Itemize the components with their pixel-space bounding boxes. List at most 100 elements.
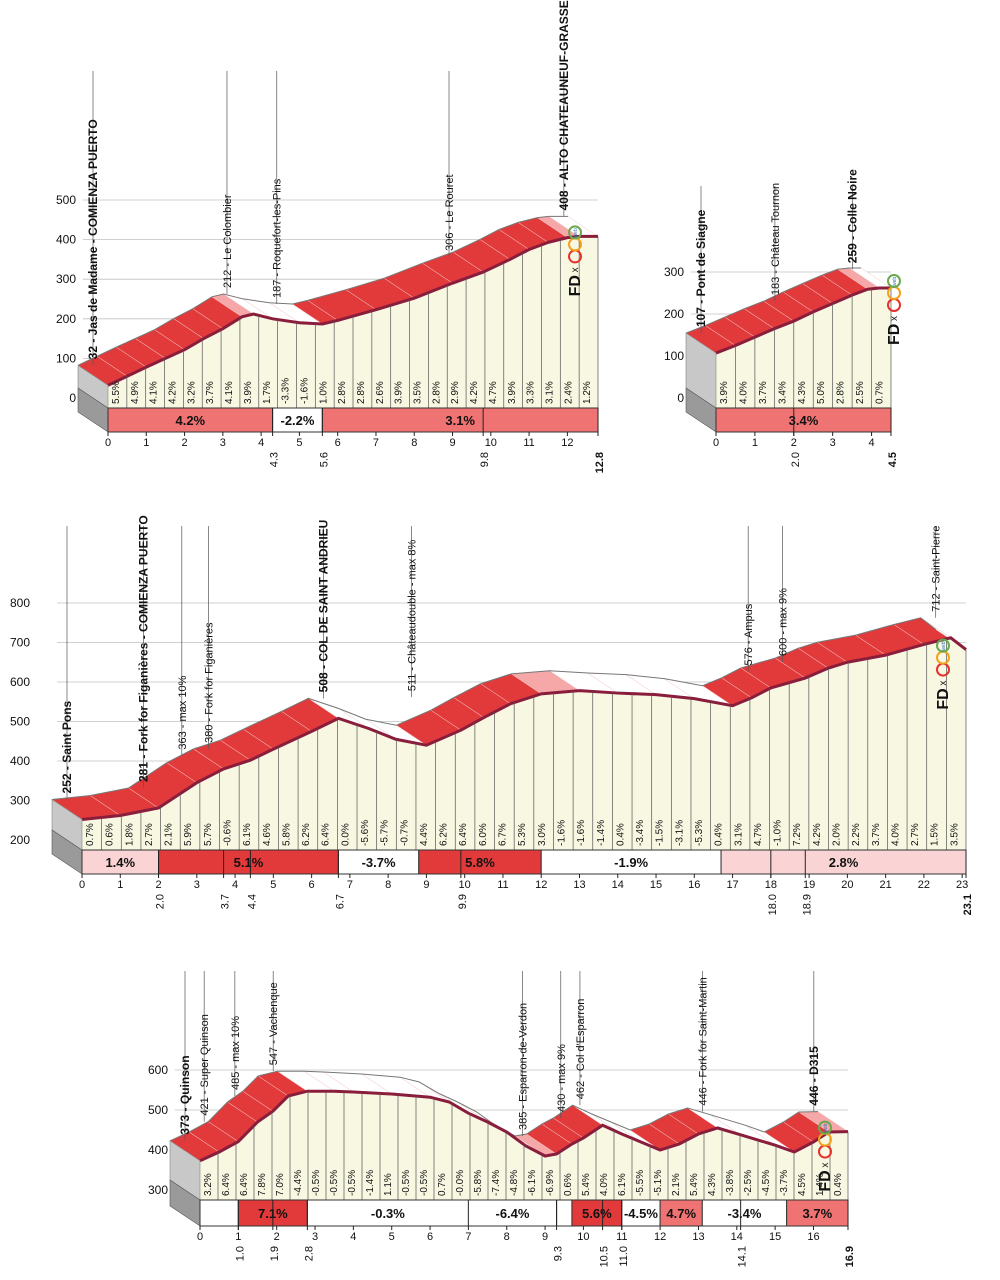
section-gradient-label: 3.1% bbox=[445, 413, 475, 428]
km-tick-label: 4 bbox=[258, 437, 264, 449]
km-gradient-label: 2.7% bbox=[910, 823, 921, 846]
km-gradient-label: -6.1% bbox=[527, 1170, 538, 1196]
km-gradient-label: 2.8% bbox=[431, 381, 442, 404]
km-gradient-label: 2.2% bbox=[851, 823, 862, 846]
km-gradient-label: -6.9% bbox=[545, 1170, 556, 1196]
km-tick-label: 20 bbox=[841, 879, 853, 891]
waypoint-label: 212 - Le Colombier bbox=[222, 194, 234, 288]
section-gradient-label: -3.7% bbox=[362, 855, 396, 870]
section-gradient-label: 5.1% bbox=[234, 855, 264, 870]
km-tick-label: 7 bbox=[373, 437, 379, 449]
section-bar bbox=[321, 407, 599, 433]
km-gradient-label: -5.6% bbox=[360, 820, 371, 846]
km-gradient-label: -1.5% bbox=[655, 820, 666, 846]
km-gradient-label: 4.2% bbox=[812, 823, 823, 846]
section-gradient-label: -0.3% bbox=[371, 1206, 405, 1221]
waypoint-label: 373 - Quinson bbox=[178, 1055, 192, 1134]
km-marker-label: 9.8 bbox=[479, 452, 491, 467]
km-gradient-label: 1.1% bbox=[383, 1173, 394, 1196]
km-tick-label: 9 bbox=[542, 1231, 548, 1243]
km-gradient-label: -5.5% bbox=[635, 1170, 646, 1196]
km-gradient-label: -3.4% bbox=[635, 820, 646, 846]
km-tick-label: 15 bbox=[650, 879, 662, 891]
km-gradient-label: 6.0% bbox=[478, 823, 489, 846]
km-gradient-label: -0.5% bbox=[419, 1170, 430, 1196]
km-tick-label: 2 bbox=[274, 1231, 280, 1243]
km-gradient-label: -0.5% bbox=[401, 1170, 412, 1196]
km-gradient-label: 4.0% bbox=[599, 1173, 610, 1196]
brand-ring-icon bbox=[887, 274, 901, 288]
elevation-axis-label: 500 bbox=[56, 193, 76, 207]
km-gradient-label: 5.9% bbox=[183, 823, 194, 846]
km-gradient-label: 3.4% bbox=[777, 381, 788, 404]
km-tick-label: 2 bbox=[182, 437, 188, 449]
section-gradient-label: -6.4% bbox=[496, 1206, 530, 1221]
km-tick-label: 19 bbox=[803, 879, 815, 891]
km-gradient-label: 3.9% bbox=[394, 381, 405, 404]
section-bar bbox=[786, 1199, 849, 1227]
km-tick-label: 12 bbox=[561, 437, 573, 449]
waypoint-label: 32 - Jas de Madame - COMIENZA PUERTO bbox=[86, 119, 100, 359]
km-gradient-label: 6.4% bbox=[239, 1173, 250, 1196]
km-gradient-label: -3.8% bbox=[725, 1170, 736, 1196]
elevation-axis-label: 400 bbox=[56, 233, 76, 247]
section-bar bbox=[306, 1199, 469, 1227]
km-marker-label: 16.9 bbox=[844, 1246, 856, 1267]
km-gradient-label: -0.6% bbox=[223, 820, 234, 846]
km-tick-label: 1 bbox=[117, 879, 123, 891]
km-gradient-label: 2.8% bbox=[356, 381, 367, 404]
road-back-edge bbox=[77, 215, 568, 366]
waypoint-label: 511 - Châteaudouble - max 8% bbox=[406, 539, 418, 691]
km-tick-label: 1 bbox=[752, 437, 758, 449]
section-gradient-label: 2.8% bbox=[829, 855, 859, 870]
section-gradient-label: 4.7% bbox=[666, 1206, 696, 1221]
km-tick-label: 16 bbox=[688, 879, 700, 891]
km-gradient-label: 2.1% bbox=[164, 823, 175, 846]
km-tick-label: 0 bbox=[197, 1231, 203, 1243]
km-tick-label: 3 bbox=[194, 879, 200, 891]
km-gradient-label: 6.2% bbox=[439, 823, 450, 846]
profile-fill bbox=[716, 287, 891, 408]
km-gradient-label: -0.0% bbox=[455, 1170, 466, 1196]
road-back-edge bbox=[51, 617, 937, 800]
km-marker-label: 14.1 bbox=[737, 1246, 749, 1267]
km-gradient-label: 3.3% bbox=[526, 381, 537, 404]
km-gradient-label: 3.5% bbox=[413, 381, 424, 404]
km-tick-label: 10 bbox=[485, 437, 497, 449]
km-gradient-label: 0.4% bbox=[615, 823, 626, 846]
km-gradient-label: 4.1% bbox=[224, 381, 235, 404]
km-gradient-label: -4.8% bbox=[509, 1170, 520, 1196]
brand-x-text: x bbox=[889, 316, 900, 321]
km-gradient-label: -3.7% bbox=[779, 1170, 790, 1196]
elevation-axis-label: 500 bbox=[148, 1103, 168, 1117]
section-bar bbox=[467, 1199, 558, 1227]
km-marker-label: 2.0 bbox=[790, 452, 802, 467]
km-tick-label: 3 bbox=[830, 437, 836, 449]
brand-ring-icon bbox=[568, 225, 582, 240]
km-gradient-label: 2.7% bbox=[144, 823, 155, 846]
brand-x-text: x bbox=[820, 1163, 831, 1168]
waypoint-label: 712 - Saint-Pierre bbox=[931, 526, 943, 612]
section-bar bbox=[720, 849, 967, 875]
km-tick-label: 15 bbox=[769, 1231, 781, 1243]
km-gradient-label: 7.0% bbox=[275, 1173, 286, 1196]
km-gradient-label: 6.7% bbox=[498, 823, 509, 846]
elevation-axis-label: 800 bbox=[10, 596, 30, 610]
km-gradient-label: -1.6% bbox=[299, 378, 310, 404]
brand-logo: FD x web bbox=[886, 274, 903, 345]
brand-fd-text: FD bbox=[817, 1170, 834, 1191]
section-gradient-label: -1.9% bbox=[614, 855, 648, 870]
road-front-edge bbox=[81, 636, 967, 821]
waypoint-label: 281 - Fork for Figanières - COMIENZA PUE… bbox=[137, 515, 151, 782]
km-marker-label: 6.7 bbox=[334, 894, 346, 909]
km-tick-label: 6 bbox=[335, 437, 341, 449]
km-marker-label: 2.8 bbox=[303, 1246, 315, 1261]
km-tick-label: 0 bbox=[105, 437, 111, 449]
km-tick-label: 12 bbox=[535, 879, 547, 891]
km-gradient-label: 6.4% bbox=[458, 823, 469, 846]
brand-x-text: x bbox=[570, 267, 581, 272]
profile-chart-2: 0 100 200 300 3.9% 4.0% 3.7% 3.4% 4.3% 5.0% 2.8% 2.… bbox=[664, 169, 903, 467]
waypoint-label: 547 - Vachenque bbox=[268, 982, 280, 1065]
section-bar bbox=[199, 1199, 239, 1227]
km-marker-label: 4.5 bbox=[887, 452, 899, 467]
